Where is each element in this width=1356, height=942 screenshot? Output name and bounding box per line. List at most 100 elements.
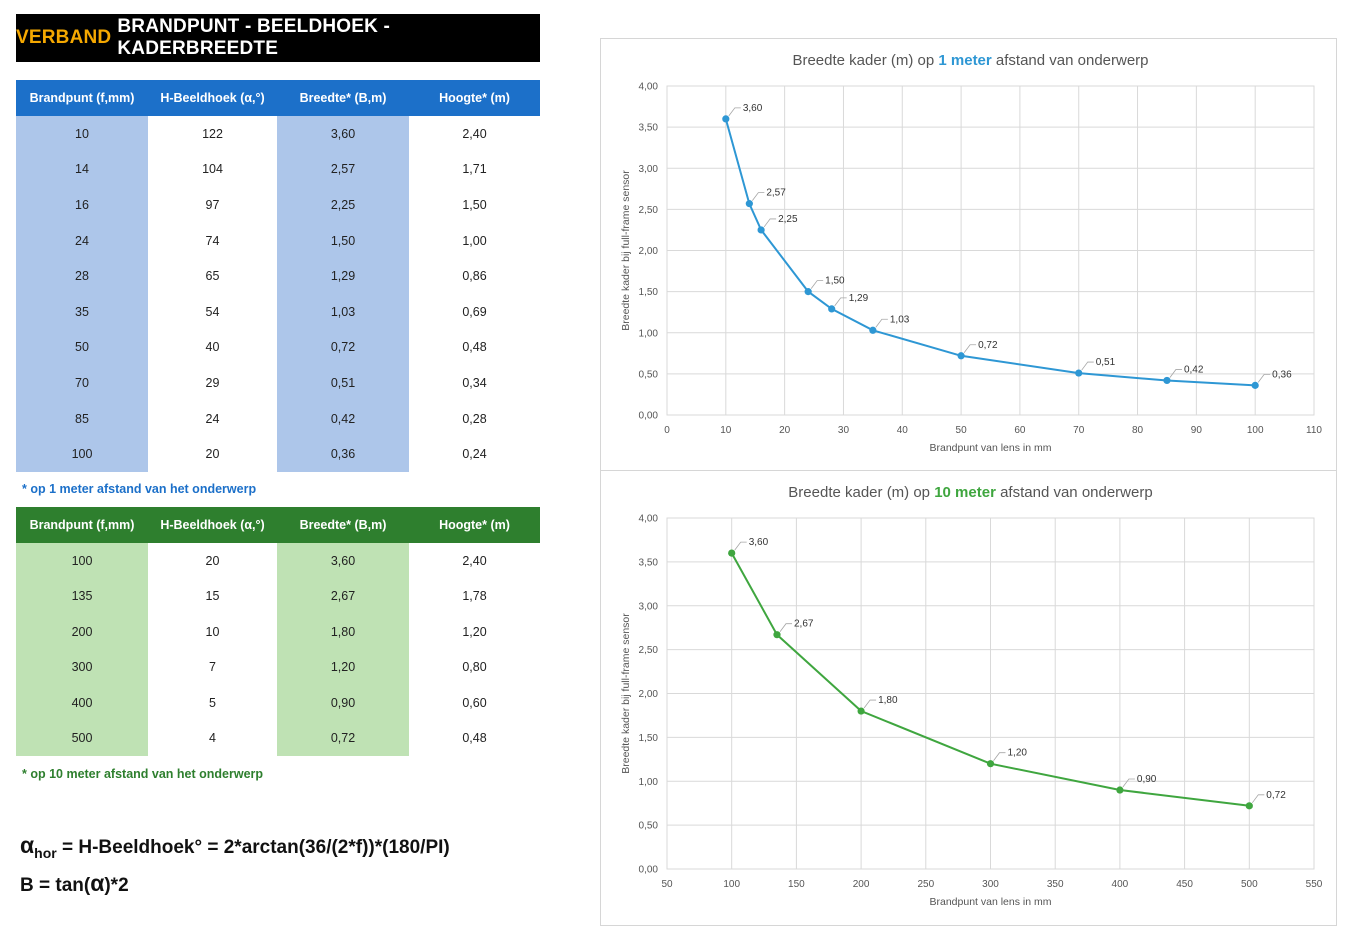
table-cell: 0,42	[277, 400, 409, 437]
data-label: 1,03	[890, 314, 910, 325]
table-cell: 1,50	[277, 222, 409, 259]
table-1-meter: Brandpunt (f,mm) H-Beeldhoek (α,°) Breed…	[16, 80, 540, 472]
data-label: 1,29	[849, 293, 869, 304]
y-tick-label: 0,00	[639, 411, 659, 422]
table-row: 500 4 0,72 0,48	[16, 720, 540, 756]
data-label: 2,67	[794, 619, 814, 630]
table-cell: 0,80	[462, 660, 487, 675]
data-label-leader	[763, 218, 777, 228]
x-tick-label: 300	[982, 879, 999, 890]
table-cell: 135	[16, 578, 148, 614]
table-10-meter: Brandpunt (f,mm) H-Beeldhoek (α,°) Breed…	[16, 507, 540, 756]
chart-2-svg: Breedte kader (m) op 10 meter afstand va…	[620, 484, 1323, 908]
data-label: 1,50	[825, 276, 845, 287]
data-point	[1245, 802, 1253, 810]
table-row: 24 74 1,50 1,00	[16, 222, 540, 259]
y-tick-label: 3,50	[639, 557, 659, 568]
table-cell: 0,48	[462, 340, 487, 355]
title-rest: BRANDPUNT - BEELDHOEK - KADERBREEDTE	[117, 16, 391, 59]
data-label: 0,51	[1096, 357, 1116, 368]
data-label: 0,36	[1272, 369, 1292, 380]
data-point	[722, 115, 730, 123]
table-cell: 2,25	[277, 187, 409, 223]
x-tick-label: 550	[1306, 879, 1323, 890]
table-row: 135 15 2,67 1,78	[16, 578, 540, 614]
y-axis-label: Breedte kader bij full-frame sensor	[620, 613, 632, 774]
data-label: 0,72	[1266, 790, 1286, 801]
table-cell: 24	[16, 222, 148, 259]
formula-width-suffix: )*2	[104, 875, 129, 896]
table-cell: 1,80	[277, 614, 409, 650]
table-cell: 65	[205, 269, 220, 284]
table-cell: 3,60	[277, 116, 409, 152]
table-cell: 20	[205, 553, 220, 568]
data-label-leader	[963, 344, 977, 354]
table-cell: 35	[16, 293, 148, 330]
y-tick-label: 1,00	[639, 328, 659, 339]
table-cell: 29	[205, 375, 220, 390]
table-row: 14 104 2,57 1,71	[16, 151, 540, 188]
data-label-leader	[1169, 369, 1182, 378]
data-point	[1163, 376, 1171, 385]
y-tick-label: 3,00	[639, 164, 659, 175]
column-header: Hoogte* (m)	[409, 507, 540, 543]
x-tick-label: 90	[1191, 425, 1203, 436]
table-cell: 1,78	[462, 589, 487, 604]
data-point	[957, 352, 965, 360]
table-cell: 15	[205, 589, 220, 604]
table-row: 10 122 3,60 2,40	[16, 116, 540, 152]
data-point	[869, 326, 877, 334]
table-row: 300 7 1,20 0,80	[16, 649, 540, 685]
y-tick-label: 2,00	[639, 246, 659, 257]
chart-title-highlight: 10 meter	[934, 484, 996, 501]
table-cell: 0,51	[277, 365, 409, 401]
x-tick-label: 60	[1014, 425, 1026, 436]
formula-angle-text: = H-Beeldhoek° = 2*arctan(36/(2*f))*(180…	[56, 837, 450, 858]
data-point	[986, 760, 995, 768]
x-tick-label: 0	[664, 425, 670, 436]
data-label-leader	[734, 541, 747, 551]
y-tick-label: 1,00	[639, 777, 659, 788]
data-label: 2,57	[766, 188, 786, 199]
table-row: 85 24 0,42 0,28	[16, 400, 540, 437]
chart-title-post: afstand van onderwerp	[996, 484, 1153, 501]
table-cell: 1,71	[462, 162, 487, 177]
table-cell: 14	[16, 151, 148, 188]
table-cell: 500	[16, 720, 148, 756]
table-cell: 0,28	[462, 411, 487, 426]
data-point	[857, 707, 865, 715]
table-row: 70 29 0,51 0,34	[16, 365, 540, 401]
chart-title-highlight: 1 meter	[938, 52, 992, 69]
table-cell: 2,67	[277, 578, 409, 614]
table-cell: 104	[202, 162, 223, 177]
x-tick-label: 110	[1306, 425, 1322, 436]
table-cell: 2,57	[277, 151, 409, 188]
table-cell: 7	[209, 660, 216, 675]
chart-title-pre: Breedte kader (m) op	[792, 52, 938, 69]
table-cell: 0,48	[462, 731, 487, 746]
table-cell: 1,29	[277, 258, 409, 294]
table-cell: 0,36	[277, 436, 409, 472]
plot-area	[666, 85, 1315, 416]
column-header: Breedte* (B,m)	[277, 507, 409, 543]
data-label-leader	[728, 107, 741, 117]
data-label: 3,60	[749, 537, 769, 548]
table-cell: 5	[209, 695, 216, 710]
table-cell: 0,24	[462, 447, 487, 462]
y-tick-label: 3,50	[639, 123, 659, 134]
chart-title: Breedte kader (m) op 1 meter afstand van…	[792, 52, 1148, 69]
x-tick-label: 200	[853, 879, 870, 890]
chart-10-meter: Breedte kader (m) op 10 meter afstand va…	[600, 470, 1337, 926]
data-point	[1116, 786, 1124, 794]
table-cell: 1,20	[462, 624, 487, 639]
data-label-leader	[993, 752, 1006, 761]
y-tick-label: 4,00	[639, 82, 659, 93]
y-tick-label: 0,00	[639, 865, 659, 876]
formula-angle: αhor = H-Beeldhoek° = 2*arctan(36/(2*f))…	[20, 832, 450, 861]
y-tick-label: 2,50	[639, 205, 659, 216]
data-label: 0,72	[978, 340, 998, 351]
x-tick-label: 50	[661, 879, 673, 890]
x-tick-label: 150	[788, 879, 805, 890]
column-header: H-Beeldhoek (α,°)	[148, 80, 277, 116]
y-tick-label: 4,00	[639, 514, 659, 525]
